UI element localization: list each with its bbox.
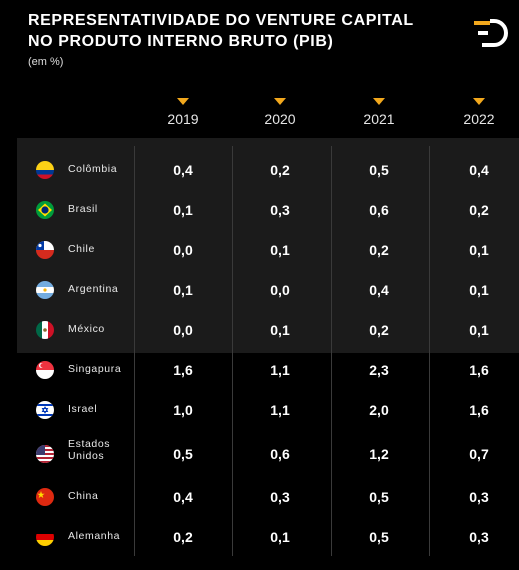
country-label: Israel	[68, 403, 98, 415]
value-cell: 0,0	[173, 322, 193, 338]
value-cell: 0,2	[270, 162, 290, 178]
israel-flag-icon	[36, 401, 54, 419]
usa-flag-icon	[36, 445, 54, 463]
year-column-header: 2021	[339, 98, 419, 127]
value-cell: 0,2	[469, 202, 489, 218]
year-label: 2021	[363, 111, 395, 127]
triangle-marker-icon	[177, 98, 189, 105]
value-cell: 0,4	[469, 162, 489, 178]
singapore-flag-icon	[36, 361, 54, 379]
table-row: Argentina 0,1 0,0 0,4 0,1	[0, 275, 519, 305]
value-cell: 0,3	[270, 489, 290, 505]
table-row: Singapura 1,6 1,1 2,3 1,6	[0, 355, 519, 385]
title-line-2: NO PRODUTO INTERNO BRUTO (PIB)	[28, 33, 334, 50]
country-label: México	[68, 323, 105, 335]
value-cell: 0,1	[469, 282, 489, 298]
table-row: China 0,4 0,3 0,5 0,3	[0, 482, 519, 512]
value-cell: 0,2	[369, 322, 389, 338]
country-label: China	[68, 490, 99, 502]
value-cell: 2,0	[369, 402, 389, 418]
unit-subtitle: (em %)	[28, 56, 64, 68]
country-label: Chile	[68, 243, 95, 255]
year-label: 2019	[167, 111, 199, 127]
year-label: 2022	[463, 111, 495, 127]
value-cell: 0,1	[173, 202, 193, 218]
country-label: Singapura	[68, 363, 122, 375]
colombia-flag-icon	[36, 161, 54, 179]
value-cell: 0,5	[369, 529, 389, 545]
value-cell: 0,0	[173, 242, 193, 258]
value-cell: 0,7	[469, 446, 489, 462]
value-cell: 0,4	[369, 282, 389, 298]
value-cell: 0,3	[469, 489, 489, 505]
value-cell: 2,3	[369, 362, 389, 378]
value-cell: 1,1	[270, 402, 290, 418]
country-label: Brasil	[68, 203, 98, 215]
year-label: 2020	[264, 111, 296, 127]
value-cell: 0,3	[270, 202, 290, 218]
table-row: Chile 0,0 0,1 0,2 0,1	[0, 235, 519, 265]
value-cell: 0,1	[270, 529, 290, 545]
table-row: Estados Unidos 0,5 0,6 1,2 0,7	[0, 438, 519, 469]
country-label: Argentina	[68, 283, 119, 295]
value-cell: 0,6	[270, 446, 290, 462]
country-label: Estados Unidos	[68, 438, 111, 462]
value-cell: 1,6	[469, 402, 489, 418]
value-cell: 0,0	[270, 282, 290, 298]
triangle-marker-icon	[373, 98, 385, 105]
value-cell: 1,6	[469, 362, 489, 378]
column-divider	[429, 146, 430, 556]
table-row: Brasil 0,1 0,3 0,6 0,2	[0, 195, 519, 225]
value-cell: 0,4	[173, 162, 193, 178]
value-cell: 1,1	[270, 362, 290, 378]
brand-logo-icon	[474, 19, 508, 47]
argentina-flag-icon	[36, 281, 54, 299]
table-row: Israel 1,0 1,1 2,0 1,6	[0, 395, 519, 425]
germany-flag-icon	[36, 528, 54, 546]
value-cell: 0,1	[469, 242, 489, 258]
value-cell: 0,1	[270, 322, 290, 338]
value-cell: 1,6	[173, 362, 193, 378]
table-row: Alemanha 0,2 0,1 0,5 0,3	[0, 522, 519, 552]
year-column-header: 2019	[143, 98, 223, 127]
value-cell: 1,2	[369, 446, 389, 462]
value-cell: 0,5	[369, 489, 389, 505]
column-divider	[331, 146, 332, 556]
value-cell: 0,6	[369, 202, 389, 218]
value-cell: 0,1	[469, 322, 489, 338]
value-cell: 0,2	[173, 529, 193, 545]
value-cell: 1,0	[173, 402, 193, 418]
value-cell: 0,3	[469, 529, 489, 545]
value-cell: 0,1	[173, 282, 193, 298]
mexico-flag-icon	[36, 321, 54, 339]
triangle-marker-icon	[473, 98, 485, 105]
chart-title: REPRESENTATIVIDADE DO VENTURE CAPITAL NO…	[28, 10, 414, 52]
country-label: Alemanha	[68, 530, 121, 542]
year-column-header: 2022	[439, 98, 519, 127]
table-row: Colômbia 0,4 0,2 0,5 0,4	[0, 155, 519, 185]
table-row: México 0,0 0,1 0,2 0,1	[0, 315, 519, 345]
china-flag-icon	[36, 488, 54, 506]
value-cell: 0,4	[173, 489, 193, 505]
brazil-flag-icon	[36, 201, 54, 219]
value-cell: 0,2	[369, 242, 389, 258]
year-column-header: 2020	[240, 98, 320, 127]
column-divider	[134, 146, 135, 556]
chile-flag-icon	[36, 241, 54, 259]
title-line-1: REPRESENTATIVIDADE DO VENTURE CAPITAL	[28, 12, 414, 29]
country-label: Colômbia	[68, 163, 118, 175]
latam-highlight-band	[17, 138, 519, 353]
column-divider	[232, 146, 233, 556]
value-cell: 0,1	[270, 242, 290, 258]
value-cell: 0,5	[369, 162, 389, 178]
triangle-marker-icon	[274, 98, 286, 105]
value-cell: 0,5	[173, 446, 193, 462]
